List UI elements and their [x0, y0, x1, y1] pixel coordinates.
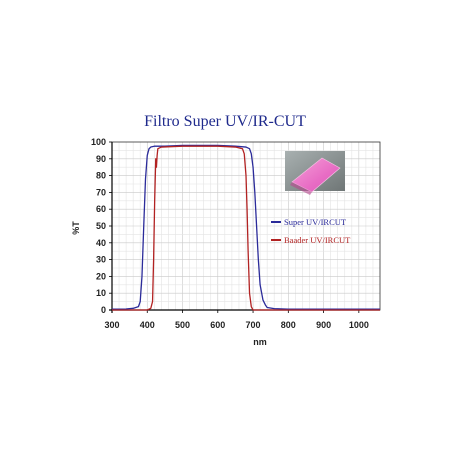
- x-tick-label: 700: [246, 320, 261, 330]
- inset-glass-edge: [290, 182, 312, 195]
- x-tick-label: 800: [281, 320, 296, 330]
- legend-label: Super UV/IRCUT: [284, 217, 347, 227]
- y-tick-label: 80: [96, 171, 106, 181]
- series-lines: [111, 144, 380, 311]
- y-tick-label: 20: [96, 271, 106, 281]
- legend-label: Baader UV/IRCUT: [284, 235, 351, 245]
- y-tick-label: 90: [96, 154, 106, 164]
- x-tick-label: 400: [140, 320, 155, 330]
- series-line-2: [112, 145, 380, 311]
- x-tick-label: 300: [104, 320, 119, 330]
- y-tick-labels: 0 10 20 30 40 50 60 70 80 90 100: [91, 137, 112, 315]
- y-tick-label: 70: [96, 187, 106, 197]
- x-tick-labels: 300 400 500 600 700 800 900 1000: [104, 310, 369, 330]
- x-tick-label: 1000: [349, 320, 369, 330]
- x-tick-label: 900: [316, 320, 331, 330]
- filter-glass-photo-icon: [285, 151, 345, 195]
- x-tick-label: 600: [210, 320, 225, 330]
- y-tick-label: 0: [101, 305, 106, 315]
- legend: Super UV/IRCUT Baader UV/IRCUT: [271, 217, 351, 245]
- y-tick-label: 60: [96, 204, 106, 214]
- y-tick-label: 40: [96, 238, 106, 248]
- series-line-1: [111, 144, 380, 310]
- x-axis-label: nm: [253, 337, 267, 347]
- y-tick-label: 50: [96, 221, 106, 231]
- x-tick-label: 500: [175, 320, 190, 330]
- y-tick-label: 10: [96, 288, 106, 298]
- y-tick-label: 30: [96, 255, 106, 265]
- y-tick-label: 100: [91, 137, 106, 147]
- chart-title: Filtro Super UV/IR-CUT: [144, 113, 306, 130]
- y-axis-label: %T: [71, 221, 81, 235]
